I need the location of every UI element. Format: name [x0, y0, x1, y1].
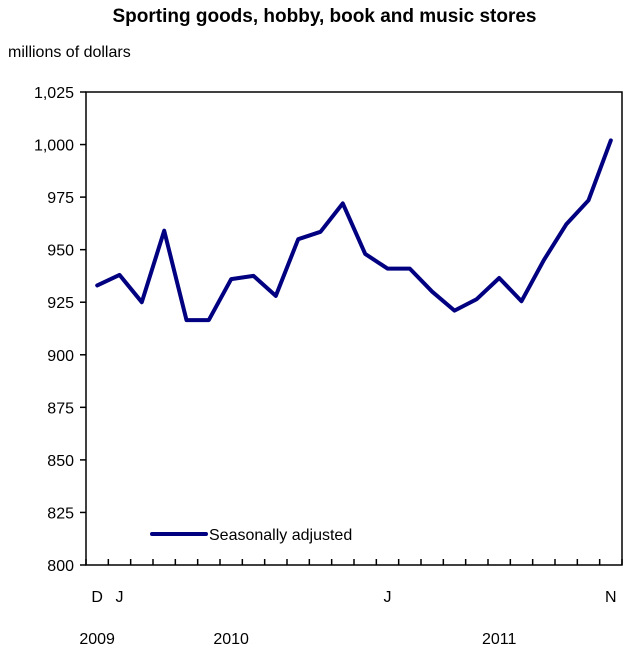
y-tick-label: 875	[47, 400, 74, 417]
y-tick-label: 850	[47, 453, 74, 470]
chart-title: Sporting goods, hobby, book and music st…	[112, 6, 537, 27]
x-tick-label: J	[384, 589, 392, 606]
y-tick-label: 1,000	[34, 138, 74, 155]
series-line-seasonally-adjusted	[95, 138, 613, 323]
year-label: 2010	[213, 631, 249, 648]
y-axis-unit-label: millions of dollars	[8, 44, 131, 61]
legend-label: Seasonally adjusted	[209, 527, 352, 544]
y-tick-label: 900	[47, 348, 74, 365]
x-tick-label: N	[605, 589, 617, 606]
year-label: 2011	[482, 631, 517, 648]
y-tick-label: 825	[47, 505, 74, 522]
x-tick-label: J	[116, 589, 124, 606]
plot-area-frame	[85, 91, 623, 566]
y-tick-label: 800	[47, 558, 74, 575]
x-tick-label: D	[91, 589, 103, 606]
y-tick-label: 1,025	[34, 85, 74, 102]
y-tick-label: 950	[47, 243, 74, 260]
y-tick-label: 975	[47, 190, 74, 207]
y-tick-label: 925	[47, 295, 74, 312]
year-label: 2009	[79, 631, 115, 648]
